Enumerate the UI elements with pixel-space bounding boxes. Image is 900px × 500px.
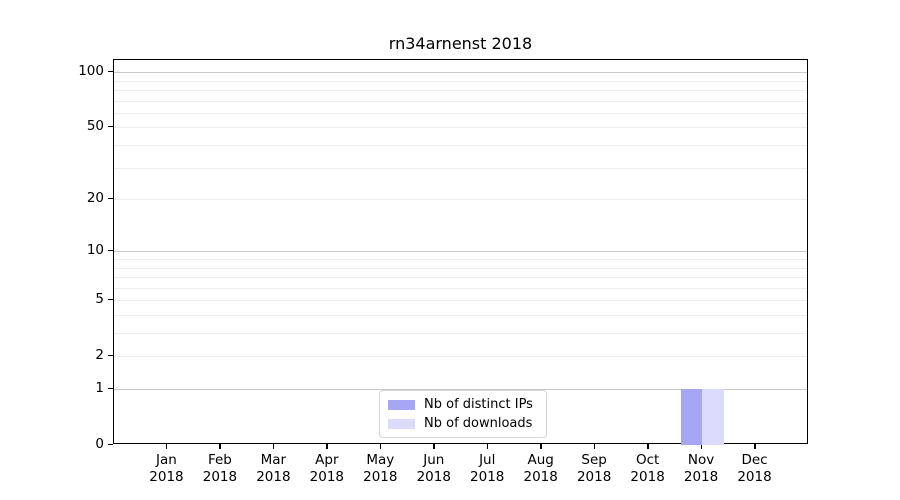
y-tick-label: 10 xyxy=(86,242,104,259)
x-tick-label-line: Sep xyxy=(581,452,607,468)
y-tick-label: 0 xyxy=(95,436,104,452)
x-tick-label-line: Nov xyxy=(687,452,715,468)
y-tick-mark xyxy=(108,443,113,445)
y-tick-mark xyxy=(108,125,113,128)
y-gridline-minor xyxy=(114,267,807,269)
legend-swatch-icon xyxy=(388,399,415,410)
y-gridline-minor xyxy=(114,287,807,289)
legend-label: Nb of downloads xyxy=(424,416,533,431)
x-tick-label-line: Dec xyxy=(741,452,768,468)
x-tick-label-line: 2018 xyxy=(630,469,665,485)
y-tick-label: 2 xyxy=(95,347,104,364)
y-tick-label: 5 xyxy=(95,291,104,308)
x-tick-mark xyxy=(647,444,649,449)
x-tick-label-line: 2018 xyxy=(470,469,505,485)
y-gridline-major xyxy=(114,72,807,74)
x-tick-mark xyxy=(165,444,168,449)
y-gridline-minor xyxy=(114,90,807,92)
legend-entry: Nb of distinct IPs xyxy=(388,395,538,414)
y-gridline-minor xyxy=(114,167,807,169)
x-tick-label-line: 2018 xyxy=(416,469,451,485)
x-tick-label: Dec 2018 xyxy=(727,452,783,486)
x-tick-label-line: Jun xyxy=(423,452,445,468)
y-gridline-minor xyxy=(114,300,807,302)
x-tick-mark xyxy=(219,444,221,449)
x-tick-mark xyxy=(326,444,328,449)
y-tick-label: 100 xyxy=(78,63,104,80)
x-tick-label-line: Jan xyxy=(156,452,177,468)
y-gridline-minor xyxy=(114,100,807,102)
y-gridline-major xyxy=(114,389,807,390)
bar-nb-of-distinct-ips xyxy=(680,389,703,445)
plot-area: Nb of distinct IPs Nb of downloads xyxy=(113,59,808,445)
x-tick-label-line: 2018 xyxy=(256,469,291,485)
legend-label: Nb of distinct IPs xyxy=(424,397,533,412)
x-tick-label-line: 2018 xyxy=(149,469,184,485)
x-tick-label: Aug 2018 xyxy=(513,452,569,486)
x-tick-label-line: 2018 xyxy=(576,469,612,485)
y-gridline-minor xyxy=(114,145,807,147)
x-tick-label-line: 2018 xyxy=(737,469,772,485)
y-gridline-minor xyxy=(114,277,807,279)
legend-swatch-icon xyxy=(388,418,415,429)
x-tick-mark xyxy=(593,444,596,449)
y-gridline-minor xyxy=(114,333,807,335)
y-tick-mark xyxy=(108,387,113,389)
x-tick-label: Nov 2018 xyxy=(673,452,729,486)
y-tick-label: 50 xyxy=(86,118,104,135)
x-tick-label: Jun 2018 xyxy=(406,452,462,486)
x-tick-mark xyxy=(272,444,275,449)
y-tick-mark xyxy=(108,298,113,301)
y-gridline-minor xyxy=(114,127,807,129)
x-tick-label-line: May xyxy=(366,452,395,468)
y-tick-mark xyxy=(108,70,113,73)
x-tick-mark xyxy=(540,444,542,449)
y-gridline-minor xyxy=(114,356,807,358)
x-tick-label: Apr 2018 xyxy=(299,452,355,486)
legend: Nb of distinct IPs Nb of downloads xyxy=(379,390,547,438)
x-tick-mark xyxy=(433,444,435,449)
x-tick-label: Mar 2018 xyxy=(245,452,301,486)
x-tick-label-line: 2018 xyxy=(523,469,558,485)
x-tick-mark xyxy=(486,444,489,449)
x-tick-label: Sep 2018 xyxy=(566,452,622,486)
y-gridline-major xyxy=(114,251,807,253)
y-tick-mark xyxy=(108,354,113,357)
x-tick-label: May 2018 xyxy=(352,452,408,486)
x-tick-label-line: 2018 xyxy=(683,469,719,485)
y-gridline-minor xyxy=(114,314,807,316)
x-tick-label-line: Oct xyxy=(635,452,660,468)
x-tick-mark xyxy=(754,444,756,449)
x-tick-label: Jul 2018 xyxy=(459,452,515,486)
y-gridline-minor xyxy=(114,199,807,201)
y-gridline-minor xyxy=(114,259,807,260)
x-tick-mark xyxy=(700,444,703,449)
chart-title: rn34arnenst 2018 xyxy=(388,34,533,53)
bar-nb-of-downloads xyxy=(702,389,724,445)
y-tick-mark xyxy=(108,197,113,200)
x-tick-label-line: Apr xyxy=(315,452,339,468)
x-tick-label-line: Jul xyxy=(479,452,496,468)
y-gridline-minor xyxy=(114,112,807,114)
y-tick-label: 20 xyxy=(86,190,104,207)
x-tick-mark xyxy=(379,444,382,449)
x-tick-label: Jan 2018 xyxy=(138,452,194,486)
x-tick-label-line: Mar xyxy=(260,452,287,468)
x-tick-label-line: 2018 xyxy=(309,469,345,485)
x-tick-label: Oct 2018 xyxy=(620,452,676,486)
x-tick-label-line: Feb xyxy=(207,452,232,468)
y-tick-label: 1 xyxy=(95,380,104,396)
y-tick-mark xyxy=(108,249,113,252)
x-tick-label-line: Aug xyxy=(527,452,554,468)
x-tick-label-line: 2018 xyxy=(202,469,238,485)
y-gridline-minor xyxy=(114,80,807,82)
legend-entry: Nb of downloads xyxy=(388,414,538,433)
x-tick-label-line: 2018 xyxy=(363,469,398,485)
x-tick-label: Feb 2018 xyxy=(192,452,248,486)
